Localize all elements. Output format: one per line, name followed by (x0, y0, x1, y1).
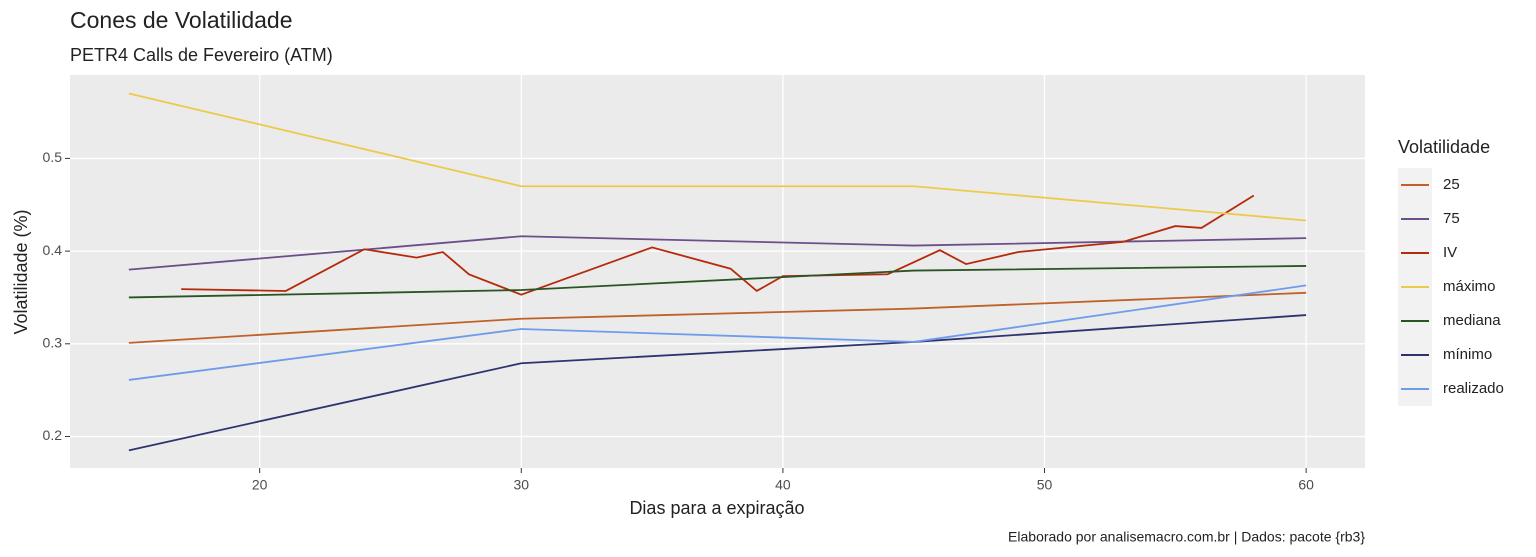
series-line (128, 235, 1307, 271)
y-tick-label: 0.4 (43, 242, 63, 258)
x-tick-label: 40 (775, 477, 791, 493)
series-line (128, 265, 1307, 299)
legend-label: mínimo (1443, 346, 1492, 363)
legend-label: 25 (1443, 176, 1460, 193)
legend-label: IV (1443, 244, 1457, 261)
y-tick-label: 0.3 (43, 335, 63, 351)
legend-label: 75 (1443, 210, 1460, 227)
series-line (128, 92, 1307, 222)
legend-label: máximo (1443, 278, 1496, 295)
series-line (128, 291, 1307, 344)
chart-subtitle: PETR4 Calls de Fevereiro (ATM) (70, 45, 333, 65)
x-axis-label: Dias para a expiração (629, 498, 804, 518)
y-axis-label: Volatilidade (%) (11, 209, 31, 334)
legend-label: mediana (1443, 312, 1501, 329)
legend-title: Volatilidade (1398, 137, 1490, 157)
x-tick-label: 20 (252, 477, 268, 493)
x-tick-label: 30 (513, 477, 529, 493)
y-tick-label: 0.5 (43, 149, 63, 165)
legend-label: realizado (1443, 380, 1504, 397)
series-line (128, 314, 1307, 452)
panel (70, 75, 1365, 468)
series-line (181, 194, 1255, 296)
series-line (128, 284, 1307, 381)
y-tick-label: 0.2 (43, 427, 63, 443)
x-tick-label: 60 (1298, 477, 1314, 493)
x-tick-label: 50 (1037, 477, 1053, 493)
caption: Elaborado por analisemacro.com.br | Dado… (1008, 529, 1365, 545)
chart-title: Cones de Volatilidade (70, 7, 293, 33)
